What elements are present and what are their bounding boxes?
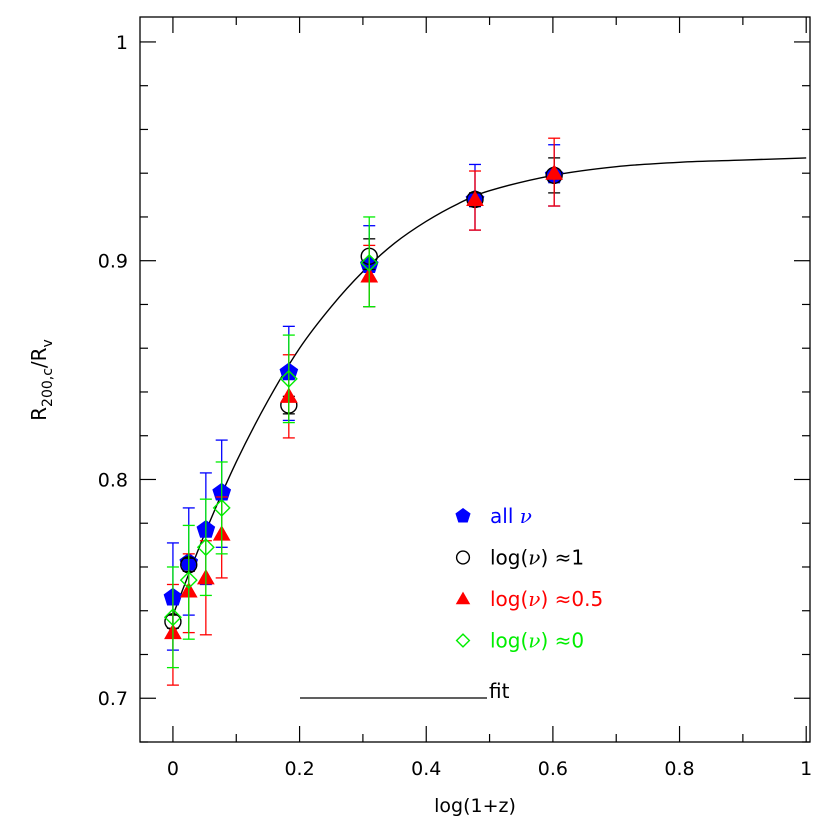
series-pentagon xyxy=(163,144,564,651)
legend-marker-pentagon xyxy=(455,507,471,523)
fit-curve-group xyxy=(172,157,807,616)
data-point xyxy=(212,498,231,517)
legend-label: log(ν) ≈0 xyxy=(490,629,584,653)
axis-ticks: 0 0.2 0.4 0.6 0.8 1 0.7 0.8 0.9 1 xyxy=(98,17,812,780)
legend-text: log( xyxy=(490,546,528,570)
legend-text: all xyxy=(490,504,520,528)
x-tick-label: 0 xyxy=(167,758,179,780)
plot-frame xyxy=(139,16,811,743)
legend-marker-circle xyxy=(455,550,471,565)
data-marks xyxy=(163,137,564,686)
y-tick-label: 0.7 xyxy=(98,688,128,710)
x-tick-label: 0.8 xyxy=(664,758,694,780)
legend-marker-diamond xyxy=(455,633,471,648)
y-tick-label: 0.9 xyxy=(98,251,128,273)
data-point xyxy=(279,369,298,388)
fit-curve xyxy=(172,157,807,616)
x-tick-label: 0.2 xyxy=(284,758,314,780)
y-axis-label: R200,c/Rv xyxy=(27,339,56,421)
data-point xyxy=(466,190,484,206)
legend-nu: ν xyxy=(520,504,532,528)
legend-fit-label: fit xyxy=(489,679,510,703)
data-point xyxy=(360,253,379,272)
y-tick-label: 1 xyxy=(116,32,128,54)
legend-nu: ν xyxy=(528,587,540,611)
series-diamond xyxy=(163,216,379,669)
legend-text: log( xyxy=(490,629,528,653)
data-point xyxy=(545,164,564,180)
legend-nu: ν xyxy=(528,629,540,653)
x-tick-label: 0.4 xyxy=(411,758,441,780)
y-tick-label: 0.8 xyxy=(98,469,128,491)
x-tick-label: 0.6 xyxy=(538,758,568,780)
legend-label: log(ν) ≈1 xyxy=(490,546,584,570)
legend-text: log( xyxy=(490,587,528,611)
data-point xyxy=(163,608,182,627)
x-tick-label: 1 xyxy=(800,758,812,780)
legend-label: all ν xyxy=(490,504,532,528)
legend-label: log(ν) ≈0.5 xyxy=(490,587,603,611)
x-axis-label: log(1+z) xyxy=(434,795,516,817)
data-point xyxy=(179,571,198,590)
data-point xyxy=(196,538,215,557)
legend-tail: ) ≈0.5 xyxy=(540,587,603,611)
legend-nu: ν xyxy=(528,546,540,570)
legend-tail: ) ≈1 xyxy=(540,546,584,570)
legend-tail: ) ≈0 xyxy=(540,629,584,653)
legend-marker-triangle xyxy=(455,591,471,605)
